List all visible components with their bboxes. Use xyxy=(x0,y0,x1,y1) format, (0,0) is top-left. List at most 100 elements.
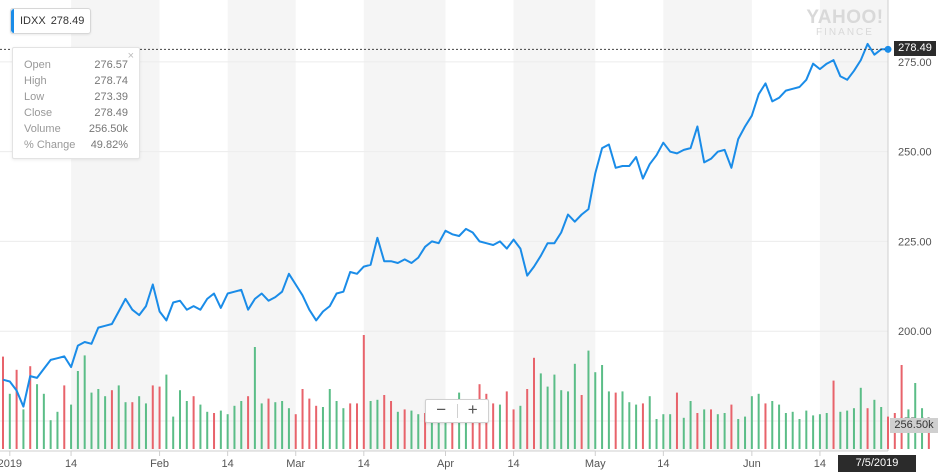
volume-bar xyxy=(764,403,767,449)
volume-bar xyxy=(15,369,18,449)
last-price-flag: 278.49 xyxy=(894,41,936,57)
last-date-flag: 7/5/2019 xyxy=(838,455,916,472)
ticker-badge[interactable]: IDXX 278.49 xyxy=(10,8,92,34)
volume-bar xyxy=(8,393,11,449)
volume-bar xyxy=(90,392,93,449)
volume-bar xyxy=(213,413,216,449)
volume-bar xyxy=(219,410,222,449)
volume-bar xyxy=(444,405,447,449)
volume-bar xyxy=(253,347,256,449)
ohlc-label: Low xyxy=(24,91,45,103)
volume-bar xyxy=(437,414,440,449)
volume-bar xyxy=(206,411,209,449)
volume-bar xyxy=(818,414,821,449)
volume-bar xyxy=(376,399,379,449)
volume-bar xyxy=(172,416,175,449)
volume-bar xyxy=(852,408,855,449)
volume-bar xyxy=(832,380,835,449)
y-tick-label: 250.00 xyxy=(898,147,932,159)
ohlc-label: Open xyxy=(24,59,51,71)
volume-bar xyxy=(539,373,542,449)
volume-bar xyxy=(553,374,556,449)
volume-bar xyxy=(750,396,753,449)
volume-bar xyxy=(144,403,147,449)
volume-bar xyxy=(451,399,454,449)
volume-bar xyxy=(866,408,869,449)
volume-bar xyxy=(131,402,134,449)
volume-bar xyxy=(512,409,515,449)
volume-bar xyxy=(104,396,107,449)
volume-bar xyxy=(410,410,413,449)
y-tick-label: 225.00 xyxy=(898,236,932,248)
close-icon[interactable]: × xyxy=(127,50,134,62)
bg-band xyxy=(663,0,752,451)
volume-bar xyxy=(621,391,624,449)
volume-bar xyxy=(784,413,787,449)
volume-bar xyxy=(97,389,100,449)
volume-bar xyxy=(580,395,583,449)
series-color-swatch xyxy=(11,9,14,33)
zoom-control: − + xyxy=(425,399,489,423)
volume-bar xyxy=(315,405,318,449)
volume-bar xyxy=(124,402,127,449)
bg-band xyxy=(363,0,446,451)
volume-bar xyxy=(383,395,386,449)
volume-bar xyxy=(641,403,644,449)
volume-bar xyxy=(362,335,365,449)
volume-bar xyxy=(321,407,324,449)
volume-bar xyxy=(2,356,4,449)
volume-bar xyxy=(471,405,474,449)
volume-bar xyxy=(594,372,597,449)
ohlc-label: High xyxy=(24,75,47,87)
zoom-out-button[interactable]: − xyxy=(436,400,447,419)
bg-band xyxy=(819,0,888,451)
volume-bar xyxy=(703,409,706,449)
volume-bar xyxy=(274,402,277,449)
volume-bar xyxy=(151,385,154,449)
last-point-marker xyxy=(884,45,892,53)
volume-bar xyxy=(723,413,726,449)
volume-bar xyxy=(70,404,73,449)
volume-bar xyxy=(356,403,358,449)
volume-bar xyxy=(49,420,52,449)
volume-bar xyxy=(226,414,229,449)
y-tick-label: 275.00 xyxy=(898,57,932,69)
ohlc-label: Volume xyxy=(24,123,61,135)
volume-bar xyxy=(675,392,678,449)
volume-bar xyxy=(158,386,161,449)
volume-bar xyxy=(757,393,760,449)
volume-bar xyxy=(927,431,930,449)
x-tick-label: Mar xyxy=(286,458,305,470)
volume-bar xyxy=(492,403,495,449)
price-line xyxy=(2,42,888,408)
volume-bar xyxy=(36,384,39,449)
volume-bar xyxy=(791,411,794,449)
volume-bar xyxy=(83,355,86,449)
volume-bar xyxy=(737,419,740,449)
volume-bar xyxy=(846,410,849,449)
volume-bar xyxy=(110,390,113,449)
volume-bar xyxy=(301,389,304,449)
volume-bar xyxy=(744,416,747,449)
volume-bar xyxy=(573,363,576,449)
volume-bar xyxy=(63,385,66,449)
volume-bar xyxy=(546,386,549,449)
volume-bar xyxy=(519,405,522,449)
volume-bar xyxy=(267,398,270,449)
volume-bar xyxy=(287,408,290,449)
x-tick-label: 14 xyxy=(65,458,77,470)
volume-bar xyxy=(567,391,570,449)
volume-bar xyxy=(260,403,263,449)
volume-bar xyxy=(390,401,393,449)
volume-bar xyxy=(199,404,202,449)
ohlc-row: Volume 256.50k xyxy=(24,121,128,137)
volume-bar xyxy=(798,419,801,449)
volume-bar xyxy=(682,417,685,449)
volume-bar xyxy=(710,409,712,449)
yahoo-finance-logo: YAHOO! FINANCE xyxy=(806,8,884,38)
ohlc-row: % Change 49.82% xyxy=(24,137,128,153)
zoom-in-button[interactable]: + xyxy=(467,400,478,419)
last-volume-flag: 256.50k xyxy=(890,418,938,433)
